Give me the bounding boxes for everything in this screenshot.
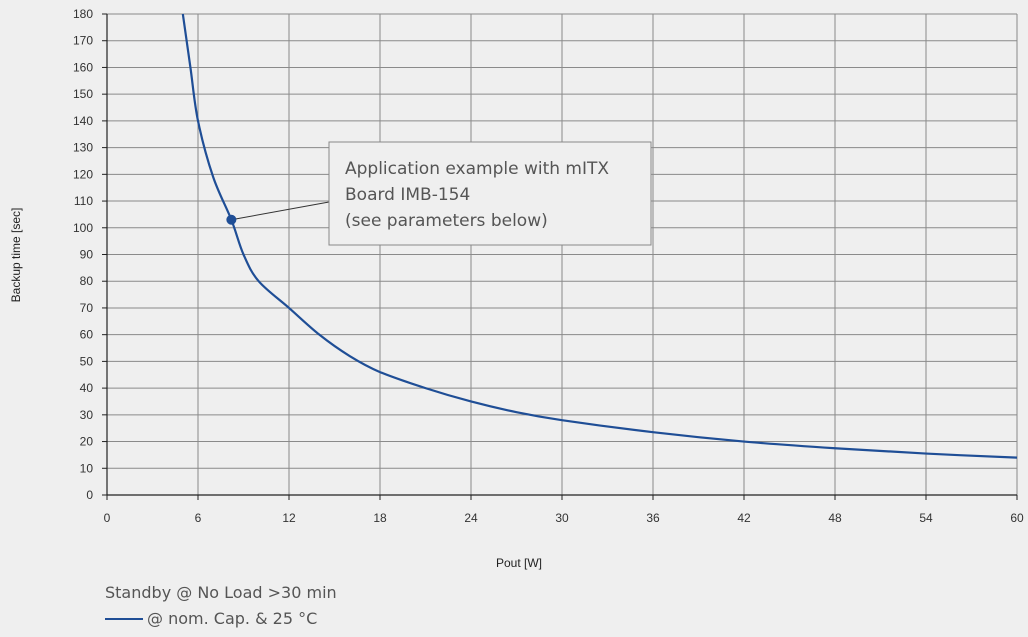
y-tick-label: 130	[73, 141, 93, 155]
x-tick-label: 48	[828, 511, 842, 525]
x-tick-label: 30	[555, 511, 569, 525]
x-tick-label: 12	[282, 511, 296, 525]
x-axis-ticks: 0 6 12 18 24 30 36 42 48 54 60	[104, 495, 1024, 525]
series-line	[181, 13, 1018, 459]
x-tick-label: 60	[1010, 511, 1024, 525]
y-tick-label: 30	[80, 408, 94, 422]
backup-time-chart: 0 6 12 18 24 30 36 42 48 54 60 0 10 20 30 40 50 60 70 80 90…	[9, 7, 1024, 570]
y-tick-label: 150	[73, 87, 93, 101]
y-axis-ticks: 0 10 20 30 40 50 60 70 80 90 100 110 120 130 140 150 160…	[73, 7, 107, 502]
y-tick-label: 80	[80, 274, 94, 288]
y-tick-label: 50	[80, 354, 94, 368]
legend-label: @ nom. Cap. & 25 °C	[147, 609, 318, 628]
annotation-marker	[226, 214, 237, 225]
x-tick-label: 18	[373, 511, 387, 525]
y-tick-label: 70	[80, 301, 94, 315]
y-tick-label: 100	[73, 221, 93, 235]
y-tick-label: 170	[73, 34, 93, 48]
y-axis-title: Backup time [sec]	[9, 208, 23, 303]
y-tick-label: 20	[80, 435, 94, 449]
y-tick-label: 60	[80, 328, 94, 342]
x-tick-label: 24	[464, 511, 478, 525]
x-tick-label: 0	[104, 511, 111, 525]
y-tick-label: 10	[80, 461, 94, 475]
annotation-text-line: Application example with mITX	[345, 159, 609, 179]
annotation-text-line: (see parameters below)	[345, 211, 548, 231]
x-tick-label: 36	[646, 511, 660, 525]
x-tick-label: 54	[919, 511, 933, 525]
y-tick-label: 180	[73, 7, 93, 21]
footer-note: Standby @ No Load >30 min	[105, 583, 337, 602]
y-tick-label: 160	[73, 60, 93, 74]
y-tick-label: 0	[86, 488, 93, 502]
annotation-group: Application example with mITX Board IMB-1…	[226, 141, 652, 246]
y-tick-label: 40	[80, 381, 94, 395]
x-tick-label: 6	[195, 511, 202, 525]
legend-line-swatch	[105, 617, 143, 620]
series-group	[181, 13, 1018, 459]
annotation-leader-line	[231, 201, 330, 221]
y-tick-label: 120	[73, 167, 93, 181]
annotation-box	[328, 141, 652, 246]
y-tick-label: 110	[74, 194, 93, 208]
grid-lines	[107, 13, 1018, 495]
y-tick-label: 140	[73, 114, 93, 128]
y-tick-label: 90	[80, 248, 94, 262]
legend: @ nom. Cap. & 25 °C	[105, 609, 317, 628]
x-tick-label: 42	[737, 511, 751, 525]
annotation-text-line: Board IMB-154	[345, 185, 470, 205]
x-axis-title: Pout [W]	[496, 556, 542, 570]
